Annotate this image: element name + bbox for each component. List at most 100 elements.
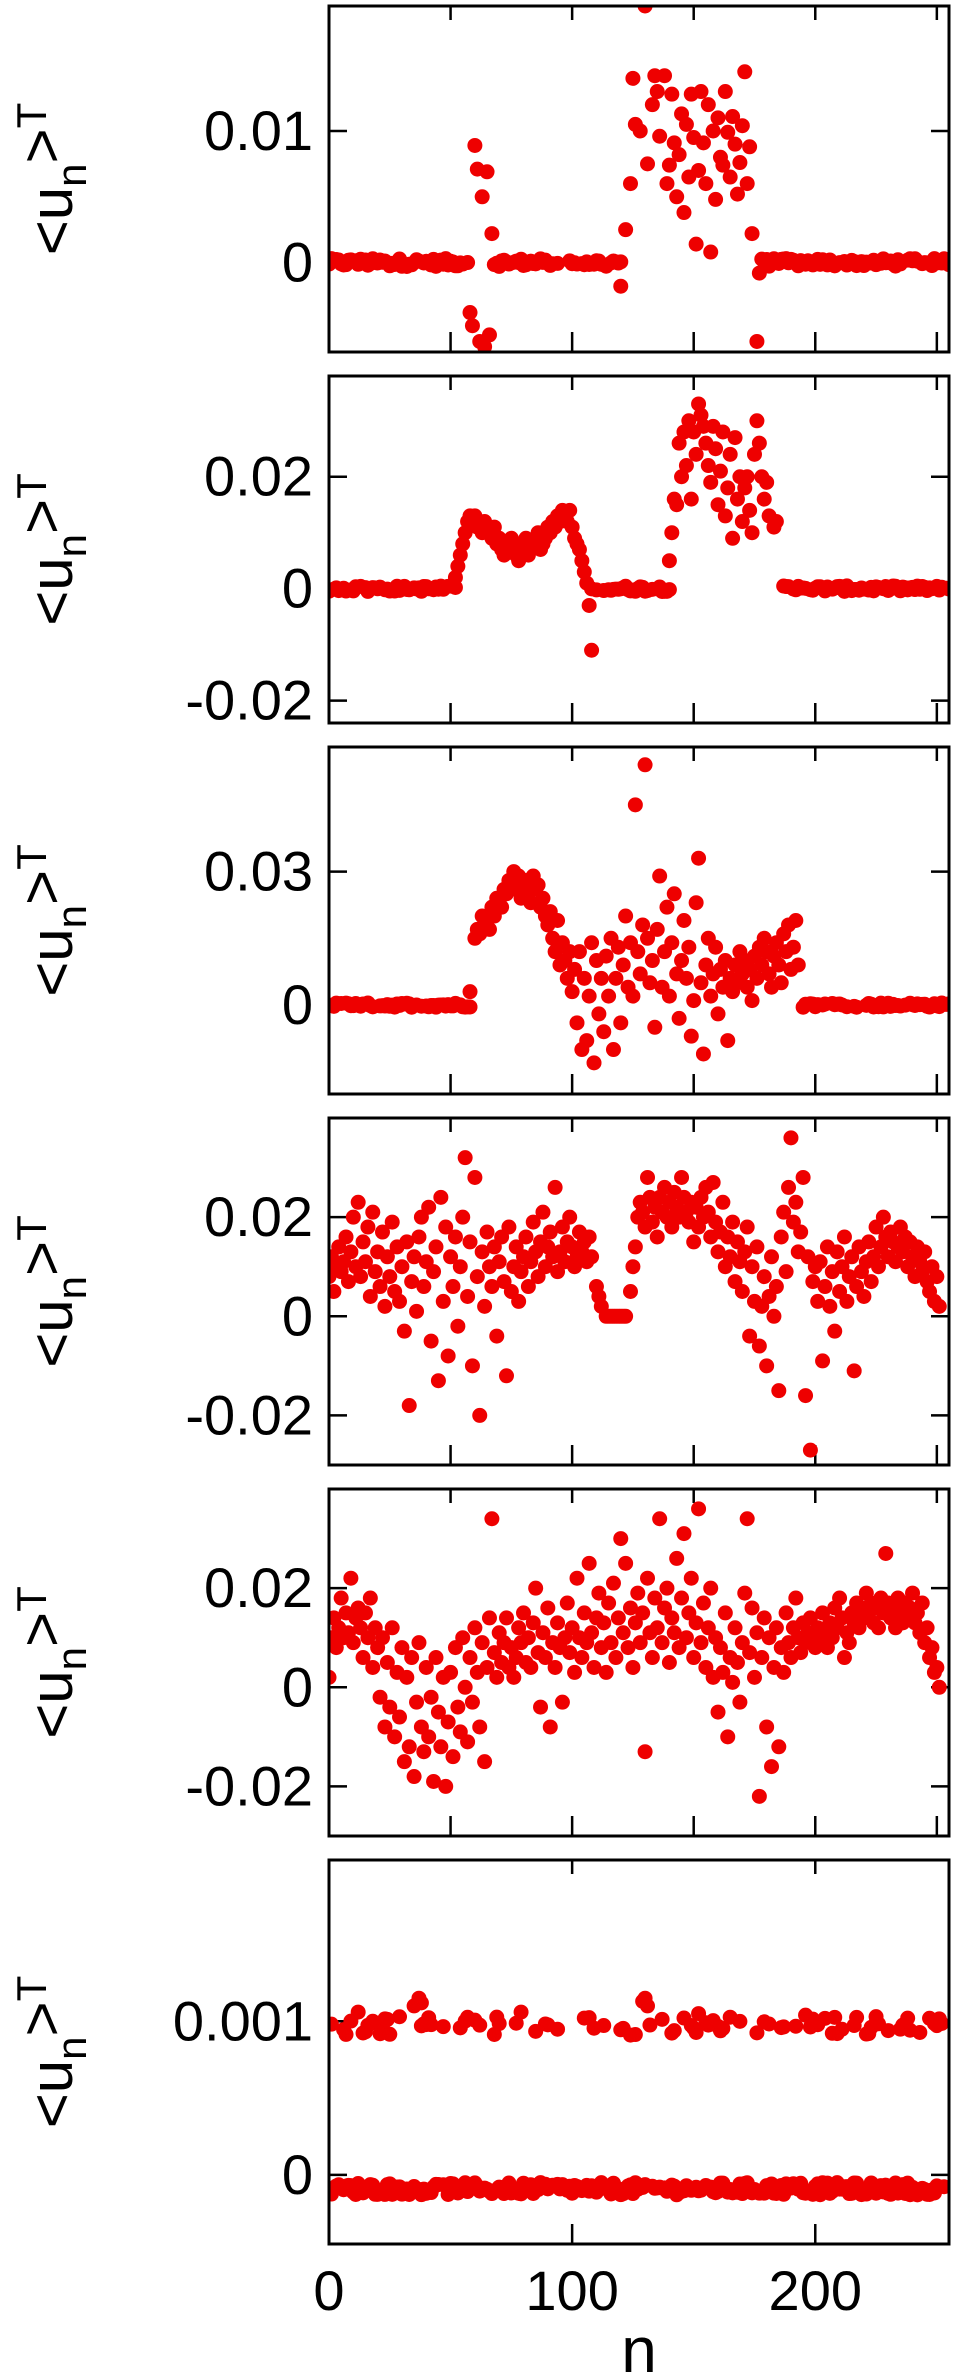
- data-point: [725, 1214, 741, 1230]
- data-point: [941, 581, 949, 597]
- data-point: [637, 1744, 653, 1760]
- x-tick-label: 100: [525, 2259, 618, 2322]
- data-point: [671, 147, 687, 163]
- data-point: [353, 1269, 369, 1285]
- data-point: [729, 186, 745, 202]
- data-point: [637, 6, 653, 14]
- data-point: [649, 921, 665, 937]
- data-point: [421, 1199, 437, 1215]
- data-point: [810, 1293, 826, 1309]
- data-point: [357, 1605, 373, 1621]
- data-point: [695, 135, 711, 151]
- y-tick-label: 0.02: [204, 445, 313, 508]
- x-axis-label: n: [621, 2314, 657, 2379]
- data-markers: [329, 396, 949, 658]
- data-point: [447, 569, 463, 585]
- data-point: [423, 1333, 439, 1349]
- data-point: [396, 1323, 412, 1339]
- data-point: [654, 2011, 670, 2027]
- data-point: [625, 1659, 641, 1675]
- data-point: [603, 1635, 619, 1651]
- y-tick-label: -0.02: [185, 1754, 313, 1817]
- data-point: [501, 1219, 517, 1235]
- y-tick-label: 0: [282, 557, 313, 620]
- data-point: [542, 1719, 558, 1735]
- data-point: [754, 1650, 770, 1666]
- data-point: [460, 1734, 476, 1750]
- data-point: [781, 1179, 797, 1195]
- data-point: [647, 1590, 663, 1606]
- data-point: [382, 2026, 398, 2042]
- data-point: [518, 1229, 534, 1245]
- data-point: [715, 2020, 731, 2036]
- data-point: [411, 1635, 427, 1651]
- data-point: [652, 128, 668, 144]
- panel-6: 0 0.001 0 100 200 <un>T: [8, 1858, 951, 2322]
- data-point: [661, 988, 677, 1004]
- data-point: [605, 1042, 621, 1058]
- data-point: [717, 1605, 733, 1621]
- data-point: [640, 156, 656, 172]
- data-point: [542, 1224, 558, 1240]
- data-point: [343, 1570, 359, 1586]
- data-point: [596, 2018, 612, 2034]
- data-point: [406, 1769, 422, 1785]
- data-point: [708, 441, 724, 457]
- data-point: [666, 2023, 682, 2039]
- data-point: [749, 970, 765, 986]
- data-point: [749, 1625, 765, 1641]
- data-point: [377, 1719, 393, 1735]
- data-point: [727, 430, 743, 446]
- data-point: [749, 413, 765, 429]
- data-point: [715, 424, 731, 440]
- data-point: [710, 1006, 726, 1022]
- data-point: [596, 1615, 612, 1631]
- data-point: [457, 525, 473, 541]
- data-point: [374, 1224, 390, 1240]
- data-point: [477, 339, 493, 352]
- data-point: [467, 1169, 483, 1185]
- data-point: [652, 868, 668, 884]
- data-point: [426, 1264, 442, 1280]
- data-point: [742, 502, 758, 518]
- y-label-bracket: >: [8, 2001, 75, 2036]
- data-point: [691, 1501, 707, 1517]
- data-point: [579, 575, 595, 591]
- data-point: [392, 1293, 408, 1309]
- data-point: [817, 1279, 833, 1295]
- y-label-sub-t: T: [8, 1976, 55, 2002]
- data-point: [571, 542, 587, 557]
- data-point: [644, 1214, 660, 1230]
- data-point: [591, 1585, 607, 1601]
- data-point: [382, 1269, 398, 1285]
- data-point: [725, 109, 741, 125]
- data-point: [345, 1209, 361, 1225]
- data-point: [661, 157, 677, 173]
- data-point: [338, 1229, 354, 1245]
- data-point: [374, 1630, 390, 1646]
- data-point: [598, 1664, 614, 1680]
- data-point: [686, 1234, 702, 1250]
- data-point: [664, 86, 680, 102]
- data-point: [700, 97, 716, 113]
- y-tick-label: 0: [282, 1655, 313, 1718]
- data-point: [479, 164, 495, 180]
- data-point: [836, 1229, 852, 1245]
- data-point: [734, 118, 750, 134]
- data-point: [481, 1610, 497, 1626]
- y-tick-label: 0: [282, 2143, 313, 2206]
- data-point: [511, 1293, 527, 1309]
- data-point: [688, 236, 704, 252]
- data-point: [691, 2006, 707, 2022]
- data-point: [423, 1689, 439, 1705]
- data-point: [729, 491, 745, 507]
- data-point: [559, 1595, 575, 1611]
- data-point: [625, 988, 641, 1004]
- data-point: [489, 1328, 505, 1344]
- data-point: [433, 1189, 449, 1205]
- data-point: [644, 97, 660, 113]
- data-point: [746, 1669, 762, 1685]
- data-point: [438, 1219, 454, 1235]
- data-point: [678, 1630, 694, 1646]
- y-label-sub-t: T: [8, 1586, 55, 1612]
